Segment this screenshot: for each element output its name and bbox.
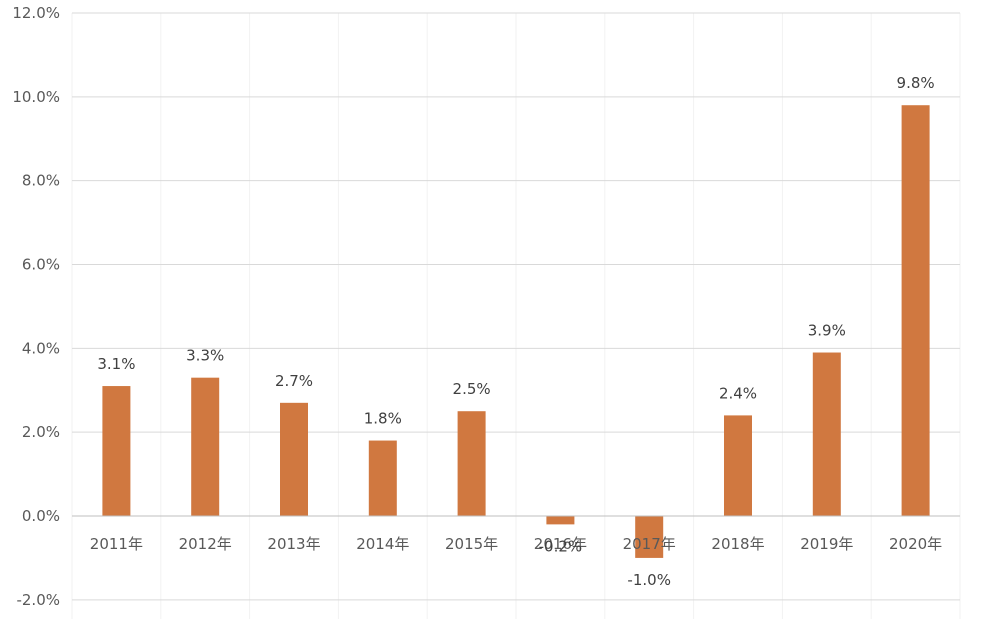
x-tick-label: 2018年 [711,535,764,553]
y-tick-label: 10.0% [12,88,60,106]
y-axis-tick-labels: -2.0% 0.0% 2.0% 4.0% 6.0% 8.0% 10.0% 12.0% [12,4,60,609]
data-label: 2.7% [275,372,313,390]
x-tick-label: 2020年 [889,535,942,553]
x-tick-label: 2016年 [534,535,587,553]
bar [724,415,752,516]
data-label: -0.2% [539,537,583,555]
data-label: 9.8% [897,74,935,92]
x-axis-category-labels: 2011年 2012年 2013年 2014年 2015年 2016年 2017年 2018年… [90,535,942,553]
bar [457,411,486,516]
bar [812,352,841,516]
x-tick-label: 2015年 [445,535,498,553]
x-tick-label: 2019年 [800,535,853,553]
data-label: 3.3% [186,347,224,365]
x-tick-label: 2014年 [356,535,409,553]
y-tick-label: 8.0% [22,172,60,190]
x-tick-label: 2011年 [90,535,143,553]
y-tick-label: 2.0% [22,423,60,441]
y-tick-label: -2.0% [16,591,60,609]
x-tick-label: 2012年 [179,535,232,553]
y-tick-label: 4.0% [22,339,60,357]
data-labels: 3.1% 3.3% 2.7% 1.8% 2.5% -0.2% -1.0% 2.4% 3.9% 9.… [97,74,934,589]
data-label: 3.1% [97,355,135,373]
data-label: 1.8% [364,410,402,428]
data-label: -1.0% [627,571,671,589]
bar [102,386,131,516]
bar [901,105,930,516]
y-tick-label: 6.0% [22,256,60,274]
bar [280,402,308,516]
bar [191,377,220,516]
bars [102,105,930,558]
y-tick-label: 12.0% [12,4,60,22]
bar [635,516,664,558]
y-tick-label: 0.0% [22,507,60,525]
bar [546,516,575,525]
gridlines [71,12,961,619]
x-tick-label: 2017年 [623,535,676,553]
data-label: 2.5% [453,380,491,398]
x-tick-label: 2013年 [267,535,320,553]
data-label: 2.4% [719,384,757,402]
data-label: 3.9% [808,322,846,340]
bar [368,440,397,516]
